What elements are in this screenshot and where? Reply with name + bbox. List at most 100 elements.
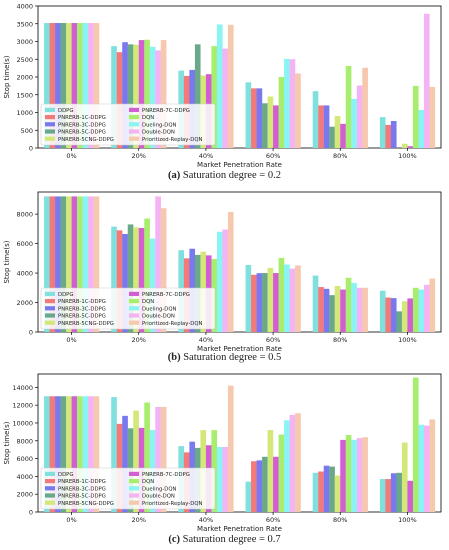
legend-label: PNRERB-3C-DDPG [58,122,106,128]
bar [273,273,279,332]
bar [379,290,386,332]
y-tick-label: 0 [29,329,33,337]
bar [127,44,134,149]
bar [149,46,156,149]
bar [429,86,436,148]
bar [323,105,330,148]
bar [133,227,139,332]
bar [418,289,425,332]
legend-label: PNRERB-5CNG-DDPG [58,137,114,143]
bar [262,103,268,148]
bar [340,123,346,148]
bar [82,396,89,512]
x-tick-label: 40% [199,152,213,160]
bar [144,218,150,332]
bar [429,278,436,332]
bar [356,85,363,148]
bar [93,396,100,512]
bar [362,67,368,148]
bar [256,88,263,148]
chart-a: 0 500 1000 1500 2000 2500 3000 3500 4000 0% 20% 40%… [3,3,442,169]
legend-swatch [45,493,55,498]
x-tick-label: 40% [199,336,213,344]
y-tick-label: 4000 [16,473,33,481]
bar [251,461,257,512]
bar [77,23,83,148]
legend-label: PNRERB-5C-DDPG [58,314,106,320]
caption-c-text: Saturation degree = 0.7 [182,534,281,545]
x-tick-label: 80% [333,336,347,344]
bar [216,231,223,332]
bar [323,288,330,332]
bar [44,23,50,148]
legend-label: Double-DQN [142,130,175,136]
legend-label: PNRERB-3C-DDPG [58,306,106,312]
caption-b-text: Saturation degree = 0.5 [183,352,282,363]
bar [396,311,403,332]
bar [401,143,408,148]
bar [116,52,123,148]
bar [77,396,83,512]
x-tick-label: 80% [333,152,347,160]
bar [155,406,161,512]
y-tick-label: 10000 [12,419,33,427]
x-axis-label: Market Penetration Rate [197,161,282,169]
legend-label: DQN [142,479,154,485]
bar [93,23,100,148]
bar [44,196,50,332]
legend-swatch [45,299,55,304]
bar [390,473,397,512]
x-tick-label: 60% [266,516,280,524]
legend-label: PNRERB-5C-DDPG [58,130,106,136]
bar [49,396,56,512]
x-tick-label: 20% [132,152,146,160]
bar [77,196,83,332]
legend-swatch [45,291,55,296]
y-tick-label: 2000 [16,74,33,82]
bar [278,257,285,332]
bar [356,438,363,512]
legend-swatch [45,122,55,127]
legend-label: Double-DQN [142,314,175,320]
bar [278,77,285,148]
bar [262,456,268,512]
bar [284,420,290,512]
legend-swatch [45,306,55,311]
bar [318,105,324,148]
bar [418,424,425,512]
bar [227,385,234,512]
y-tick-label: 1000 [16,109,33,117]
legend-label: DDPG [58,108,73,114]
legend-swatch [129,115,139,120]
bar [267,96,274,148]
bar [55,396,61,512]
legend-swatch [129,471,139,476]
x-tick-label: 0% [66,336,76,344]
bar [262,273,268,332]
y-axis-label: Stop time(s) [3,421,11,464]
bar [71,196,78,332]
bar [362,437,368,512]
bar [345,277,352,332]
bar [222,447,229,512]
bar [385,124,392,148]
bar [273,105,279,148]
x-tick-label: 60% [266,152,280,160]
y-tick-label: 3000 [16,38,33,46]
legend-swatch [129,479,139,484]
legend-swatch [45,320,55,325]
bar [289,414,296,512]
bar [71,396,78,512]
bar [82,23,89,148]
y-tick-label: 14000 [12,384,33,392]
legend [40,467,216,510]
panel-a: 0 500 1000 1500 2000 2500 3000 3500 4000 0% 20% 40%… [0,0,449,170]
legend-label: PNRERB-5CNG-DDPG [58,501,114,507]
bar [412,287,419,332]
bar [133,44,139,148]
y-tick-label: 6000 [16,240,33,248]
bar [60,196,67,332]
bar [111,397,117,512]
bar [49,196,56,332]
bar [423,284,430,332]
